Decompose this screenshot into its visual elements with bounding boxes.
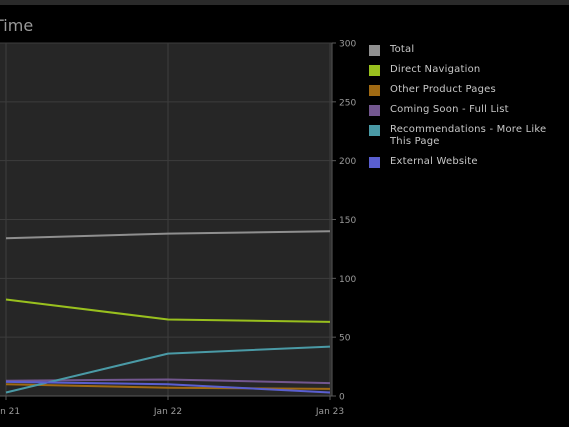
legend-label: Recommendations - More Like This Page	[390, 124, 547, 147]
legend-swatch	[369, 105, 380, 116]
legend-label: Direct Navigation	[390, 64, 481, 75]
chart-title: Time	[0, 16, 34, 35]
y-tick-label: 200	[339, 157, 356, 167]
legend-label: Other Product Pages	[390, 84, 496, 95]
series-line	[5, 298, 331, 323]
legend-item[interactable]: Recommendations - More Like This Page	[369, 124, 569, 148]
x-tick-label: Jan 22	[153, 407, 182, 417]
legend-swatch	[369, 125, 380, 136]
series-line	[5, 383, 331, 390]
y-tick-label: 250	[339, 98, 356, 108]
legend-label: External Website	[390, 156, 478, 167]
x-tick-label: Jan 23	[315, 407, 344, 417]
y-tick-label: 100	[339, 275, 356, 285]
legend-item[interactable]: Coming Soon - Full List	[369, 104, 569, 116]
legend-label: Total	[390, 44, 415, 55]
legend-swatch	[369, 85, 380, 96]
y-tick-label: 150	[339, 216, 356, 226]
legend-swatch	[369, 157, 380, 168]
y-tick-label: 300	[339, 40, 356, 50]
x-tick-label: Jan 21	[0, 407, 20, 417]
chart-legend: Total Direct Navigation Other Product Page…	[369, 44, 569, 176]
series-line	[5, 380, 331, 394]
legend-swatch	[369, 45, 380, 56]
series-line	[5, 230, 331, 240]
legend-swatch	[369, 65, 380, 76]
y-tick-label: 0	[339, 393, 345, 403]
y-tick-label: 50	[339, 334, 351, 344]
legend-item[interactable]: Other Product Pages	[369, 84, 569, 96]
legend-item[interactable]: External Website	[369, 156, 569, 168]
legend-item[interactable]: Total	[369, 44, 569, 56]
legend-label: Coming Soon - Full List	[390, 104, 509, 115]
legend-item[interactable]: Direct Navigation	[369, 64, 569, 76]
top-bar	[0, 0, 569, 5]
series-line	[5, 345, 331, 394]
